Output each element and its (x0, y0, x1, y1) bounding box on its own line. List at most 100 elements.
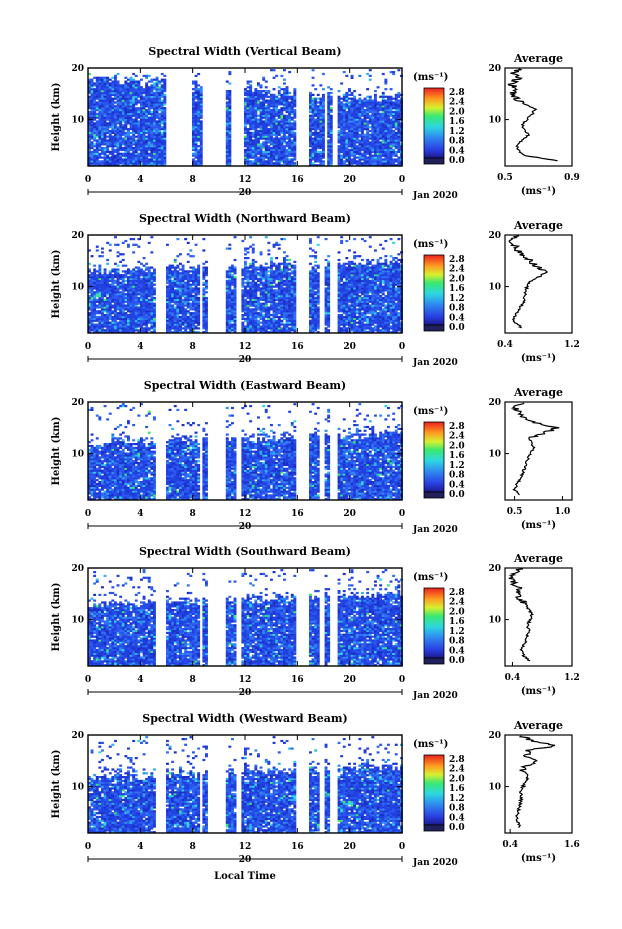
average-title: Average (513, 552, 563, 565)
day-label: 20 (239, 855, 252, 865)
colorbar-unit: (ms⁻¹) (413, 406, 448, 417)
x-tick-label: 20 (343, 342, 356, 352)
colorbar-tick-label: 1.6 (449, 617, 465, 627)
colorbar-tick-label: 0.4 (449, 480, 465, 490)
x-tick-label: 8 (190, 509, 196, 519)
x-tick-label: 8 (190, 675, 196, 685)
x-tick-label: 0 (85, 175, 91, 185)
panel-title: Spectral Width (Vertical Beam) (148, 45, 341, 58)
colorbar-tick-label: 2.4 (449, 265, 465, 275)
colorbar-tick-label: 0.8 (449, 471, 465, 481)
avg-x-axis-label: (ms⁻¹) (521, 186, 556, 197)
x-tick-label: 0 (399, 675, 405, 685)
x-tick-label: 4 (137, 509, 143, 519)
x-tick-label: 4 (137, 175, 143, 185)
average-profile (508, 235, 549, 329)
x-tick-label: 16 (291, 509, 304, 519)
panel-title: Spectral Width (Westward Beam) (142, 712, 347, 725)
date-label: Jan 2020 (412, 358, 458, 368)
colorbar-tick-label: 2.0 (449, 607, 465, 617)
colorbar-tick-label: 1.2 (449, 461, 465, 471)
avg-y-tick-label: 10 (488, 783, 501, 793)
colorbar-tick-label: 2.4 (449, 98, 465, 108)
x-tick-label: 8 (190, 842, 196, 852)
colorbar-floor (423, 824, 445, 832)
x-tick-label: 4 (137, 675, 143, 685)
avg-x-tick-label: 0.5 (497, 173, 513, 183)
average-profile (508, 568, 534, 662)
avg-x-tick-label: 0.9 (564, 173, 580, 183)
colorbar-tick-label: 1.2 (449, 127, 465, 137)
avg-x-tick-label: 1.2 (564, 673, 580, 683)
panel-title: Spectral Width (Northward Beam) (139, 212, 351, 225)
colorbar-tick-label: 2.8 (449, 422, 465, 432)
colorbar-floor (423, 491, 445, 499)
colorbar-tick-label: 0.0 (449, 323, 465, 333)
panel-title: Spectral Width (Southward Beam) (139, 545, 351, 558)
y-axis-label: Height (km) (51, 417, 62, 486)
colorbar-tick-label: 2.0 (449, 441, 465, 451)
date-label: Jan 2020 (412, 691, 458, 701)
date-label: Jan 2020 (412, 525, 458, 535)
x-tick-label: 0 (399, 342, 405, 352)
date-label: Jan 2020 (412, 191, 458, 201)
colorbar (423, 587, 445, 659)
colorbar-floor (423, 324, 445, 332)
colorbar-tick-label: 1.2 (449, 627, 465, 637)
avg-y-tick-label: 20 (488, 731, 501, 741)
avg-x-tick-label: 0.5 (507, 507, 523, 517)
colorbar-tick-label: 0.4 (449, 813, 465, 823)
avg-x-axis-label: (ms⁻¹) (521, 353, 556, 364)
y-axis-label: Height (km) (51, 583, 62, 652)
x-tick-label: 20 (343, 175, 356, 185)
y-tick-label: 20 (71, 398, 84, 408)
colorbar-unit: (ms⁻¹) (413, 739, 448, 750)
avg-x-tick-label: 0.4 (497, 340, 513, 350)
avg-x-axis-label: (ms⁻¹) (521, 686, 556, 697)
avg-x-tick-label: 0.4 (505, 673, 521, 683)
colorbar-tick-label: 2.8 (449, 88, 465, 98)
heatmap-cells (88, 69, 403, 167)
average-profile (510, 402, 560, 496)
x-tick-label: 0 (85, 342, 91, 352)
heatmap-cells (88, 236, 403, 334)
avg-y-tick-label: 20 (488, 231, 501, 241)
avg-x-axis-label: (ms⁻¹) (521, 520, 556, 531)
y-tick-label: 10 (71, 450, 84, 460)
y-tick-label: 20 (71, 731, 84, 741)
x-tick-label: 12 (239, 175, 252, 185)
x-tick-label: 12 (239, 675, 252, 685)
avg-y-tick-label: 20 (488, 564, 501, 574)
average-frame (504, 234, 573, 334)
average-profile (507, 68, 558, 162)
colorbar-tick-label: 2.4 (449, 765, 465, 775)
panel-title: Spectral Width (Eastward Beam) (144, 379, 346, 392)
colorbar-tick-label: 1.2 (449, 294, 465, 304)
colorbar-tick-label: 0.8 (449, 304, 465, 314)
colorbar-tick-label: 0.0 (449, 490, 465, 500)
colorbar-tick-label: 0.8 (449, 137, 465, 147)
avg-x-tick-label: 1.2 (564, 340, 580, 350)
x-tick-label: 12 (239, 509, 252, 519)
avg-x-tick-label: 1.6 (564, 840, 580, 850)
colorbar-tick-label: 1.6 (449, 284, 465, 294)
heatmap-cells (88, 403, 403, 501)
x-tick-label: 8 (190, 175, 196, 185)
colorbar-tick-label: 0.0 (449, 656, 465, 666)
colorbar-tick-label: 0.4 (449, 146, 465, 156)
avg-y-tick-label: 10 (488, 616, 501, 626)
colorbar-tick-label: 1.6 (449, 451, 465, 461)
x-axis-label: Local Time (214, 871, 276, 882)
panel-2: Spectral Width (Northward Beam) 10 20 Heigh… (51, 212, 580, 368)
colorbar-tick-label: 0.0 (449, 156, 465, 166)
avg-x-tick-label: 1.0 (555, 507, 571, 517)
avg-y-tick-label: 20 (488, 64, 501, 74)
avg-y-tick-label: 10 (488, 283, 501, 293)
date-label: Jan 2020 (412, 858, 458, 868)
x-tick-label: 0 (399, 842, 405, 852)
colorbar-tick-label: 2.8 (449, 588, 465, 598)
panel-1: Spectral Width (Vertical Beam) 10 20 Height… (51, 45, 580, 201)
colorbar-tick-label: 2.0 (449, 107, 465, 117)
y-tick-label: 10 (71, 783, 84, 793)
colorbar-tick-label: 0.0 (449, 823, 465, 833)
